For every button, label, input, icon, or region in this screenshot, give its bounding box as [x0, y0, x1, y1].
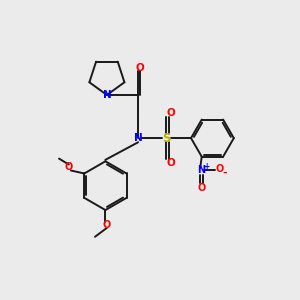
Text: O: O: [135, 63, 144, 73]
Text: O: O: [103, 220, 111, 230]
Text: +: +: [204, 162, 210, 171]
Text: S: S: [162, 132, 171, 145]
Text: O: O: [166, 158, 175, 168]
Text: -: -: [222, 168, 227, 178]
Text: N: N: [103, 90, 111, 100]
Text: O: O: [215, 164, 224, 174]
Text: N: N: [134, 133, 142, 143]
Text: O: O: [197, 183, 206, 193]
Text: O: O: [166, 108, 175, 118]
Text: O: O: [65, 162, 73, 172]
Text: N: N: [197, 165, 206, 175]
